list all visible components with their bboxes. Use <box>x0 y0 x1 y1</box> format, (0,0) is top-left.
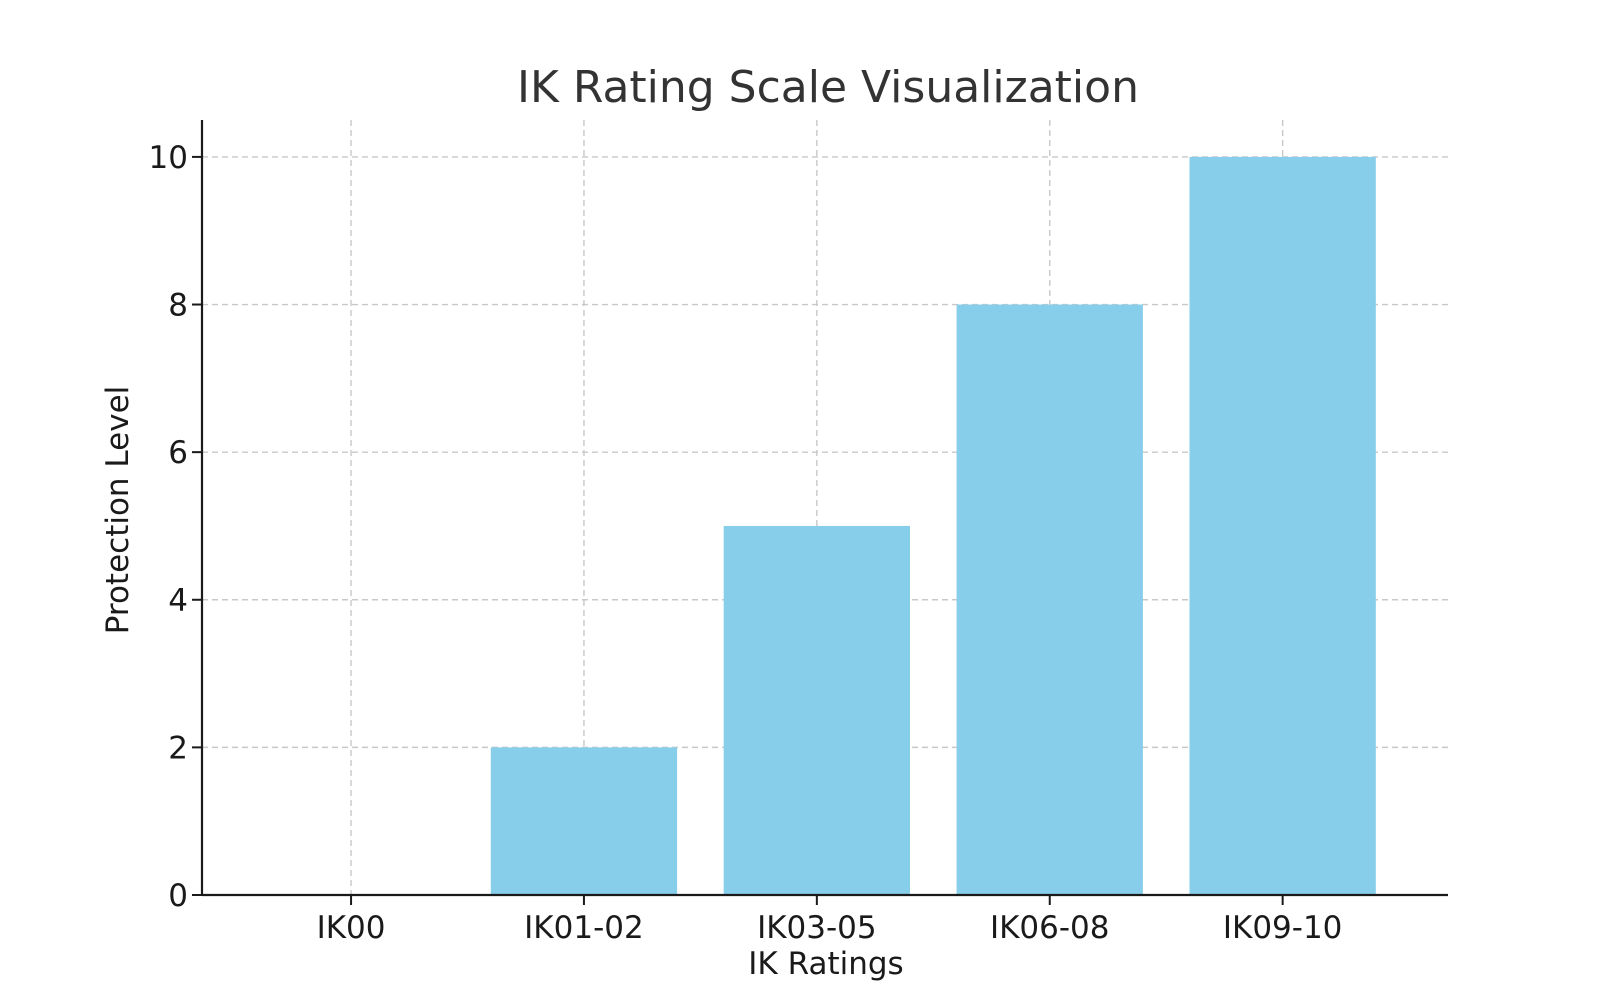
bar-ik06-08 <box>956 304 1143 895</box>
x-tick-label: IK03-05 <box>757 910 877 946</box>
x-tick-label: IK01-02 <box>524 910 644 946</box>
x-tick-label: IK00 <box>317 910 386 946</box>
x-tick-label: IK06-08 <box>990 910 1110 946</box>
chart-title: IK Rating Scale Visualization <box>517 62 1139 113</box>
y-tick-label: 4 <box>168 583 188 619</box>
bar-ik09-10 <box>1189 156 1376 895</box>
y-tick-label: 8 <box>168 288 188 324</box>
axes-layer <box>200 120 1448 897</box>
y-tick-label: 0 <box>168 878 188 914</box>
bar-ik03-05 <box>723 525 911 895</box>
y-tick-label: 10 <box>149 140 188 176</box>
bars-layer <box>490 156 1376 895</box>
x-tick-label: IK09-10 <box>1223 910 1343 946</box>
y-tick-label: 6 <box>168 435 188 471</box>
y-axis-label: Protection Level <box>100 386 136 635</box>
ticks-layer: 0 2 4 6 8 10 IK00 IK01-02 IK03-05 IK06-08 IK09-10 <box>149 140 1343 946</box>
x-axis-label: IK Ratings <box>748 946 903 982</box>
bar-ik01-02 <box>490 747 678 895</box>
y-tick-label: 2 <box>168 730 188 766</box>
